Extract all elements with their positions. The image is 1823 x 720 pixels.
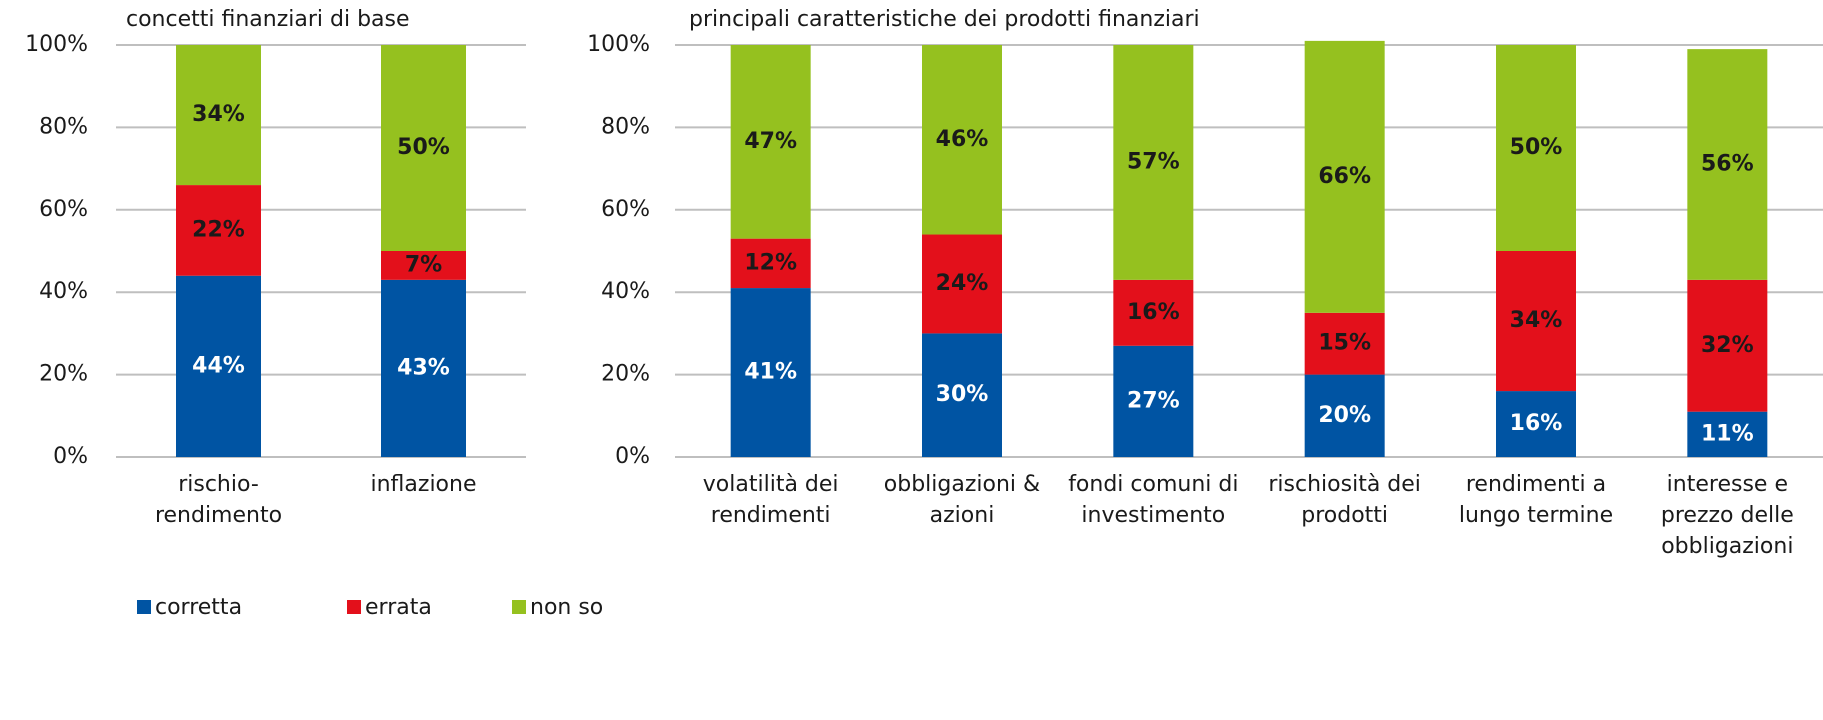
y-tick-label: 0% xyxy=(615,444,650,469)
value-label: 34% xyxy=(192,102,245,127)
value-label: 27% xyxy=(1127,388,1180,413)
value-label: 32% xyxy=(1701,333,1754,358)
chart-title: principali caratteristiche dei prodotti … xyxy=(689,7,1200,32)
chart-title: concetti finanziari di base xyxy=(126,7,410,32)
value-label: 46% xyxy=(936,127,989,152)
bar-segment xyxy=(1113,279,1194,346)
bar-segment xyxy=(1113,345,1194,457)
value-label: 44% xyxy=(192,353,245,378)
value-label: 34% xyxy=(1510,308,1563,333)
value-label: 50% xyxy=(397,135,450,160)
bar-segment xyxy=(381,279,466,457)
y-tick-label: 100% xyxy=(25,32,88,57)
value-label: 11% xyxy=(1701,421,1754,446)
y-tick-label: 80% xyxy=(39,114,88,139)
value-label: 7% xyxy=(405,252,442,277)
x-tick-label: obbligazioni & azioni xyxy=(883,472,1041,528)
bar-segment xyxy=(1496,391,1576,457)
value-label: 41% xyxy=(744,360,797,385)
legend-swatch xyxy=(512,600,526,614)
y-tick-label: 60% xyxy=(39,197,88,222)
value-label: 12% xyxy=(744,250,797,275)
bar-segment xyxy=(1687,411,1768,457)
y-tick-label: 60% xyxy=(601,197,650,222)
x-tick-label: volatilità dei rendimenti xyxy=(702,472,839,528)
bar-segment xyxy=(1113,45,1194,280)
value-label: 57% xyxy=(1127,149,1180,174)
bar-segment xyxy=(176,185,261,276)
bar-segment xyxy=(922,234,1002,334)
value-label: 30% xyxy=(936,382,989,407)
value-label: 50% xyxy=(1510,135,1563,160)
y-tick-label: 40% xyxy=(39,279,88,304)
y-tick-label: 20% xyxy=(601,362,650,387)
bar-segment xyxy=(730,238,811,289)
bar-segment xyxy=(730,288,811,457)
bar-segment xyxy=(1496,251,1576,392)
bar-segment xyxy=(1304,312,1385,375)
x-tick-label: rendimenti a lungo termine xyxy=(1458,472,1614,528)
x-tick-label: inflazione xyxy=(370,472,477,497)
y-tick-label: 80% xyxy=(601,114,650,139)
bar-segment xyxy=(1304,374,1385,457)
legend-label: corretta xyxy=(155,595,242,620)
value-label: 20% xyxy=(1318,403,1371,428)
value-label: 16% xyxy=(1127,300,1180,325)
bar-segment xyxy=(1304,40,1385,313)
x-tick-label: rischio-rendimento xyxy=(154,472,283,528)
bar-segment xyxy=(381,45,466,251)
value-label: 24% xyxy=(936,271,989,296)
bar-segment xyxy=(922,45,1002,235)
x-tick-label: fondi comuni di investimento xyxy=(1068,472,1239,528)
legend-swatch xyxy=(137,600,151,614)
value-label: 43% xyxy=(397,355,450,380)
x-tick-label: rischiosità dei prodotti xyxy=(1268,472,1421,528)
bar-segment xyxy=(176,275,261,457)
value-label: 47% xyxy=(744,129,797,154)
value-label: 16% xyxy=(1510,411,1563,436)
legend-label: errata xyxy=(365,595,432,620)
bar-segment xyxy=(922,333,1002,457)
legend-swatch xyxy=(347,600,361,614)
bar-segment xyxy=(381,251,466,280)
x-tick-label: interesse e prezzo delle obbligazioni xyxy=(1660,472,1794,559)
y-tick-label: 0% xyxy=(53,444,88,469)
y-tick-label: 40% xyxy=(601,279,650,304)
y-tick-label: 100% xyxy=(587,32,650,57)
bar-segment xyxy=(730,45,811,239)
legend-label: non so xyxy=(530,595,603,620)
bar-segment xyxy=(1496,45,1576,251)
y-tick-label: 20% xyxy=(39,362,88,387)
value-label: 66% xyxy=(1318,164,1371,189)
value-label: 56% xyxy=(1701,151,1754,176)
bar-segment xyxy=(1687,49,1768,280)
value-label: 22% xyxy=(192,217,245,242)
bar-segment xyxy=(176,45,261,186)
value-label: 15% xyxy=(1318,331,1371,356)
bar-segment xyxy=(1687,279,1768,412)
